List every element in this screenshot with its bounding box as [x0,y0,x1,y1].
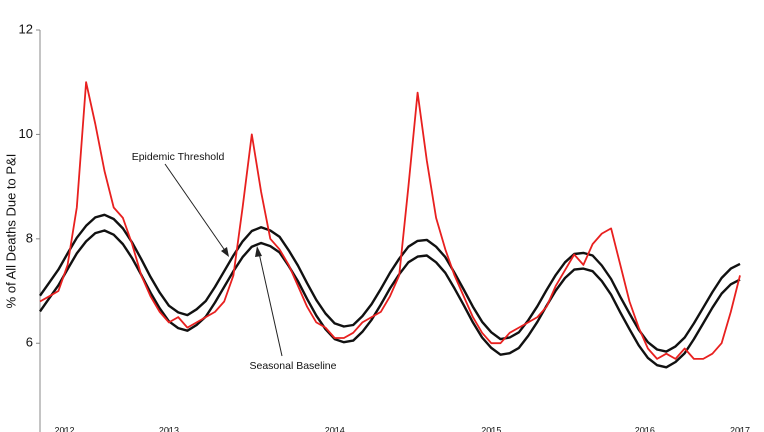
x-tick-label: 2016 [635,425,655,432]
annotation: Epidemic Threshold [132,151,225,163]
x-tick-label: 2017 [730,425,750,432]
plot-area [39,81,741,369]
y-tick-label: 8 [26,230,33,245]
y-tick-label: 12 [19,21,33,36]
x-tick-label: 2012 [55,425,75,432]
arrowhead [221,247,229,257]
y-axis-label: % of All Deaths Due to P&I [3,154,18,309]
x-tick-label: 2015 [481,425,501,432]
arrowhead [255,246,262,257]
series-line [39,213,741,353]
x-tick-label: 2014 [325,425,345,432]
y-tick-label: 10 [19,126,33,141]
series-line [39,229,741,369]
annotation-arrow [164,163,227,253]
x-tick-label: 2013 [159,425,179,432]
y-tick-label: 6 [26,335,33,350]
annotation: Seasonal Baseline [250,360,337,372]
annotation-arrow [258,252,283,357]
series-line [39,81,741,360]
